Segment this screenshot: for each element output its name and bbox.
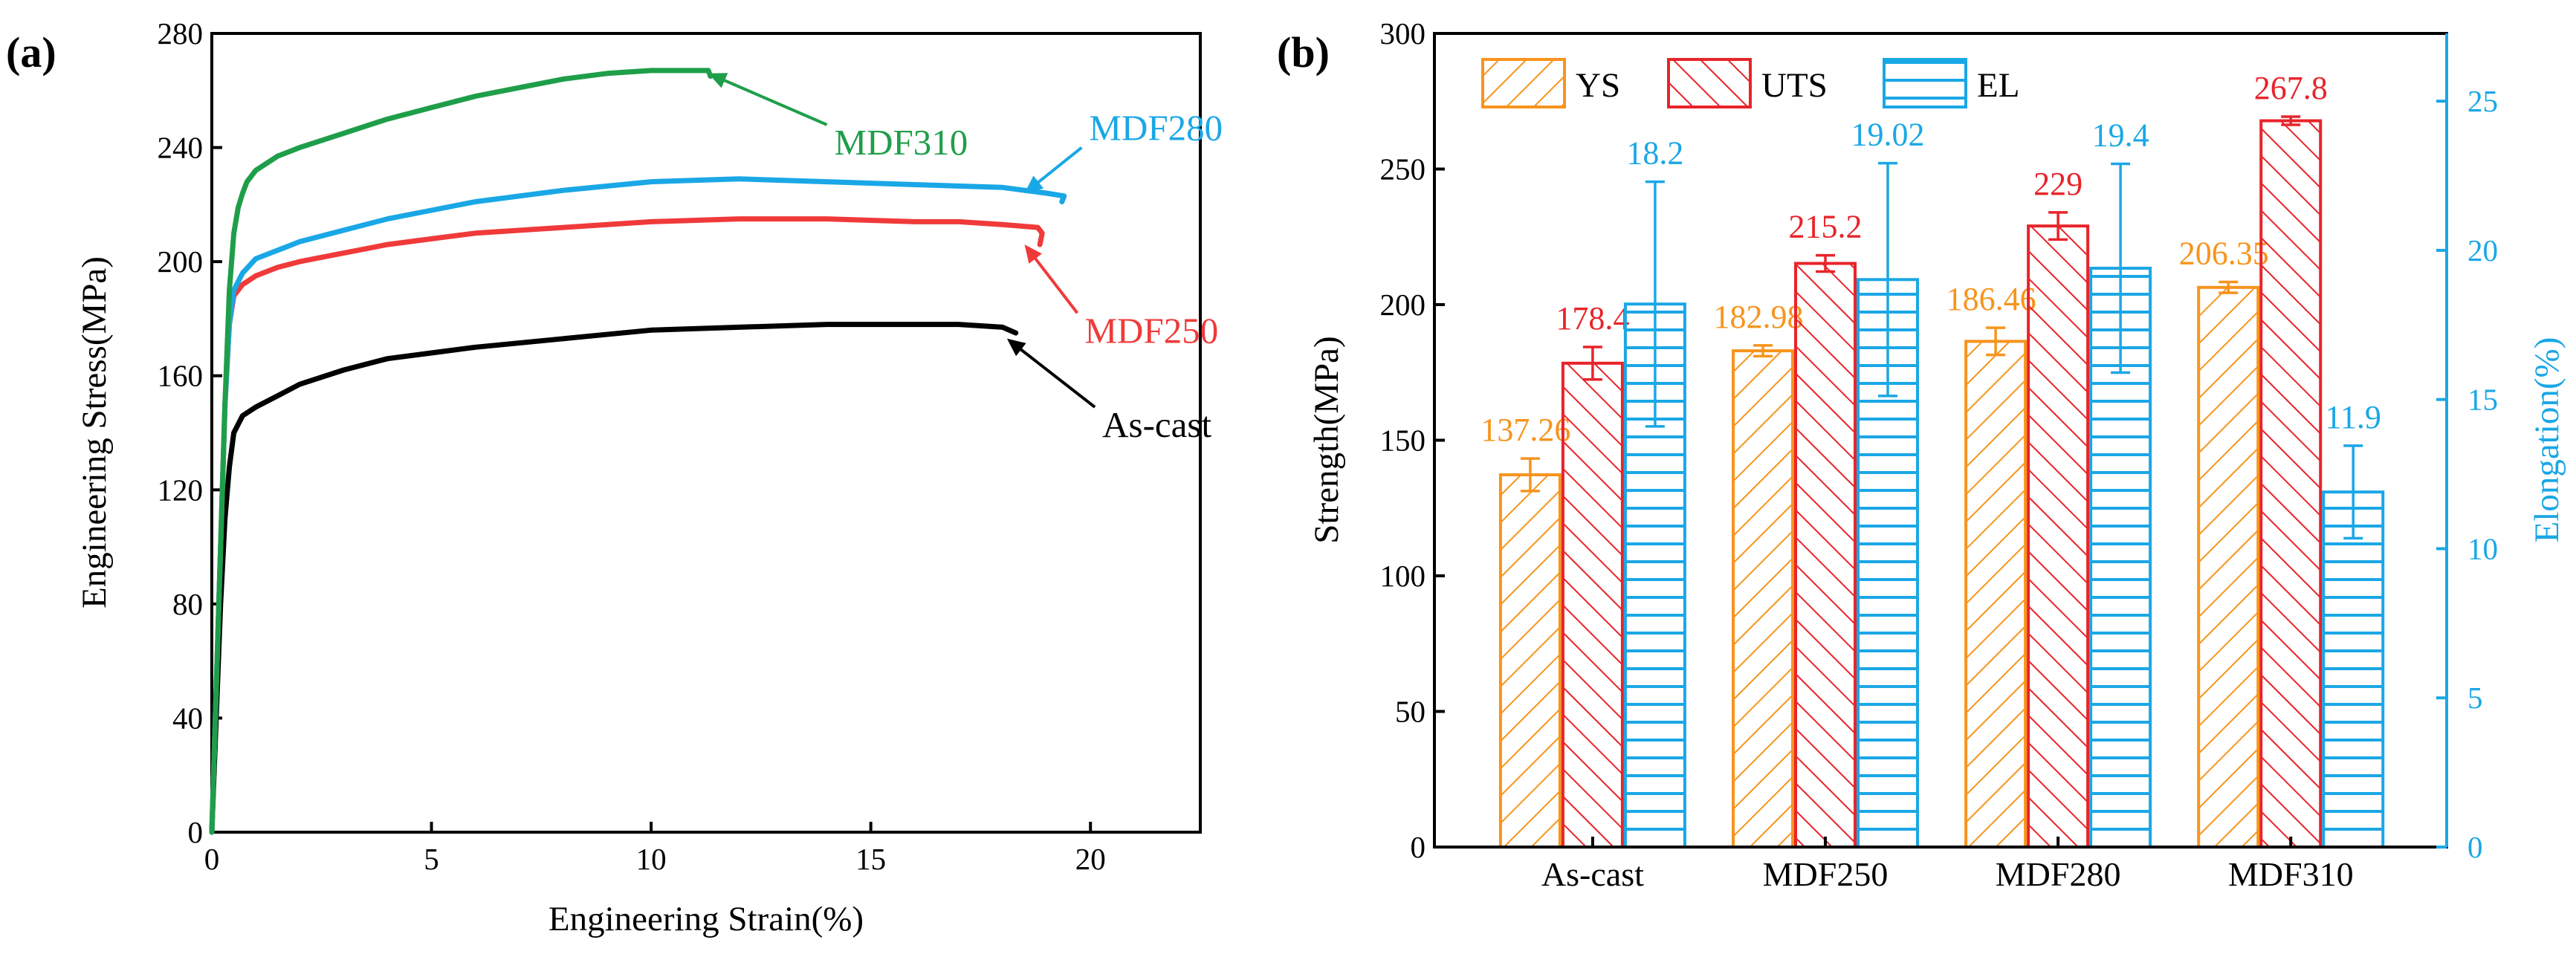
bar-uts [1794, 262, 1857, 849]
a-x-tick-label: 10 [636, 842, 667, 876]
annotation-arrow [1015, 345, 1096, 409]
a-y-tick-label: 160 [158, 359, 204, 393]
a-x-tick-label: 15 [855, 842, 886, 876]
a-y-tick-label: 120 [158, 473, 204, 507]
panel-b-bar-chart: (b) 137.26 178.4 18.2 182.98 215.2 19.02 186.4… [1277, 16, 2566, 893]
bar-ys [2197, 285, 2260, 849]
legend: YS UTS EL [1481, 58, 2019, 108]
bar-uts [1561, 361, 1624, 849]
bar-value-label: 215.2 [1789, 209, 1863, 245]
annotation-label: MDF310 [835, 122, 968, 163]
annotation-arrowhead [1006, 338, 1026, 357]
plot-frame-a [210, 32, 1202, 834]
bar-ys [1498, 473, 1562, 849]
b-right-tick-label: 0 [2467, 830, 2483, 864]
bar-value-label: 18.2 [1626, 135, 1683, 172]
b-right-axis-label: Elongation(%) [2528, 337, 2566, 543]
bar-value-label: 229 [2033, 166, 2083, 202]
annotation-arrow [718, 77, 828, 126]
annotation-arrow [1032, 146, 1083, 187]
b-left-tick-label: 200 [1380, 288, 1426, 322]
bar-ys [1964, 340, 2028, 849]
a-x-tick-label: 20 [1075, 842, 1106, 876]
bar-uts [2259, 119, 2323, 849]
annotation-arrowhead [708, 73, 728, 88]
bar-value-label: 19.4 [2092, 117, 2149, 153]
b-right-tick-label: 10 [2467, 531, 2498, 565]
annotation-label: MDF250 [1084, 310, 1218, 351]
legend-label-ys: YS [1576, 66, 1620, 105]
legend-swatch-ys [1481, 58, 1566, 108]
legend-label-el: EL [1977, 66, 2019, 105]
b-left-tick-label: 150 [1380, 424, 1426, 458]
bar-uts [2027, 224, 2090, 849]
bar-value-label: 11.9 [2326, 399, 2381, 435]
b-left-tick-label: 250 [1380, 152, 1426, 186]
b-bars: 137.26 178.4 18.2 182.98 215.2 19.02 186.46 229… [1480, 70, 2385, 849]
annotation-arrowhead [1024, 175, 1044, 193]
b-left-tick-label: 300 [1380, 16, 1426, 51]
a-y-tick-label: 280 [158, 16, 204, 51]
a-y-tick-label: 0 [188, 815, 204, 849]
bar-ys [1732, 349, 1795, 849]
b-left-tick-label: 100 [1380, 559, 1426, 593]
b-x-tick-label: MDF250 [1763, 855, 1889, 893]
b-left-tick-label: 50 [1395, 695, 1425, 729]
a-x-tick-label: 5 [424, 842, 439, 876]
a-y-tick-label: 80 [172, 587, 203, 621]
a-annotations: MDF310 MDF280 MDF250 As-cast [708, 73, 1223, 445]
b-left-tick-label: 0 [1411, 830, 1426, 864]
a-series-lines [209, 68, 1067, 835]
annotation-label: As-cast [1102, 404, 1211, 445]
bar-value-label: 178.4 [1556, 300, 1629, 337]
legend-label-uts: UTS [1761, 66, 1828, 105]
a-series-mdf250-line [209, 216, 1045, 835]
bar-value-label: 206.35 [2179, 236, 2269, 272]
a-series-as-cast-line [209, 322, 1019, 835]
annotation-arrowhead [1024, 244, 1042, 264]
panel-b-label: (b) [1277, 28, 1330, 77]
bar-value-label: 267.8 [2254, 70, 2328, 106]
bar-value-label: 19.02 [1851, 117, 1925, 153]
b-x-tick-label: MDF310 [2228, 855, 2354, 893]
b-right-tick-label: 25 [2467, 84, 2498, 118]
b-axis-ticks: 0 50 100 150 200 250 300 0 5 10 15 20 25 As-cast MDF25… [1380, 16, 2499, 893]
legend-swatch-el [1883, 58, 1967, 108]
b-right-tick-label: 5 [2467, 681, 2483, 715]
b-left-axis-label: Strength(MPa) [1307, 336, 1346, 543]
bar-el [2322, 490, 2385, 849]
bar-value-label: 186.46 [1946, 281, 2036, 317]
a-y-tick-label: 240 [158, 131, 204, 165]
b-x-tick-label: MDF280 [1996, 855, 2121, 893]
bar-value-label: 182.98 [1714, 299, 1804, 335]
a-x-axis-label: Engineering Strain(%) [548, 900, 864, 938]
a-series-mdf310-line [209, 68, 713, 835]
a-x-tick-label: 0 [204, 842, 220, 876]
panel-a-line-chart: (a) 0 5 10 15 20 0 40 80 120 160 200 240 280 MDF310… [6, 16, 1223, 938]
a-y-axis-label: Engineering Stress(MPa) [75, 256, 114, 609]
a-y-tick-label: 40 [172, 701, 203, 735]
a-y-tick-label: 200 [158, 244, 204, 279]
b-right-tick-label: 20 [2467, 233, 2498, 267]
annotation-label: MDF280 [1089, 108, 1223, 149]
bar-value-label: 137.26 [1480, 412, 1570, 448]
annotation-arrow [1030, 253, 1079, 314]
b-right-tick-label: 15 [2467, 383, 2498, 417]
legend-swatch-uts [1667, 58, 1752, 108]
b-x-tick-label: As-cast [1541, 855, 1644, 893]
a-x-ticks: 0 5 10 15 20 [204, 822, 1106, 876]
a-series-mdf280-line [209, 176, 1067, 835]
panel-a-label: (a) [6, 28, 56, 77]
